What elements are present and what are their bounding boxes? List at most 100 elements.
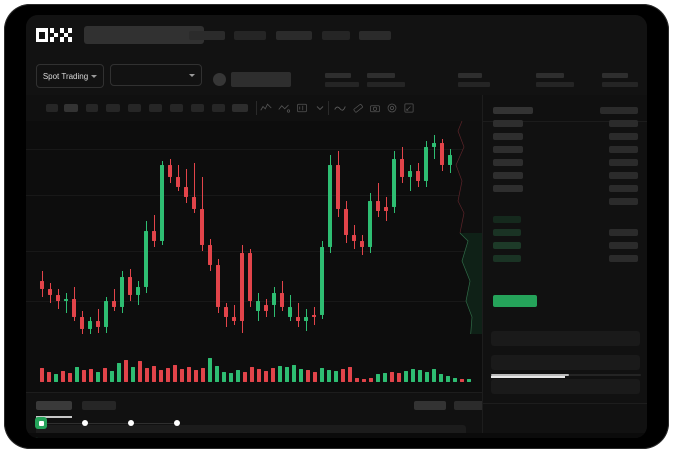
orderbook-ask-row[interactable] <box>493 107 533 114</box>
bottom-action-1[interactable] <box>414 401 446 410</box>
candlestick <box>224 121 229 334</box>
volume-bar <box>201 368 206 382</box>
global-search-input[interactable] <box>84 26 204 44</box>
orderbook-ask-row[interactable] <box>493 172 523 179</box>
orderbook-size-cell[interactable] <box>609 185 638 192</box>
okx-logo-icon[interactable] <box>36 28 76 42</box>
order-field-price[interactable] <box>491 331 640 346</box>
stepper-step-2[interactable] <box>82 419 88 426</box>
trading-pair-selector[interactable] <box>110 64 202 86</box>
volume-bar <box>138 361 143 382</box>
compare-icon[interactable] <box>278 102 290 114</box>
volume-chart[interactable] <box>26 334 482 392</box>
candle-body <box>408 171 413 177</box>
orderbook-panel: Buy Sell <box>482 95 647 438</box>
timeframe-button-9[interactable] <box>212 104 225 112</box>
stat-low <box>536 73 574 87</box>
volume-bar <box>397 373 402 382</box>
nav-item-4[interactable] <box>322 31 350 40</box>
chart-gridline <box>26 149 482 150</box>
orderbook-size-cell[interactable] <box>609 120 638 127</box>
candle-body <box>448 155 453 165</box>
orderbook-ask-row[interactable] <box>493 133 523 140</box>
orderbook-size-cell[interactable] <box>609 146 638 153</box>
bottom-tab-order-history[interactable] <box>82 401 116 410</box>
fullscreen-icon[interactable] <box>403 102 415 114</box>
candle-body <box>208 245 213 265</box>
bottom-tab-open-orders[interactable] <box>36 401 72 410</box>
candle-body <box>128 277 133 295</box>
orderbook-bid-row[interactable] <box>493 216 521 223</box>
timeframe-button-10[interactable] <box>232 104 248 112</box>
stat-last-price <box>325 73 359 87</box>
trading-mode-selector[interactable]: Spot Trading <box>36 64 104 88</box>
stepper-step-1[interactable] <box>36 418 46 428</box>
orderbook-ask-row[interactable] <box>493 120 523 127</box>
volume-bar <box>285 367 290 382</box>
candle-body <box>160 165 165 241</box>
orderbook-ask-row[interactable] <box>493 146 523 153</box>
candle-body <box>312 315 317 317</box>
volume-bar <box>82 370 87 382</box>
candle-body <box>64 299 69 301</box>
volume-bar <box>341 369 346 382</box>
volume-bar <box>229 373 234 382</box>
candlestick <box>104 121 109 334</box>
volume-bar <box>383 373 388 382</box>
timeframe-button-7[interactable] <box>170 104 183 112</box>
camera-icon[interactable] <box>369 102 381 114</box>
timeframe-button-8[interactable] <box>191 104 204 112</box>
volume-bar <box>390 372 395 382</box>
candlestick <box>56 121 61 334</box>
candlestick <box>392 121 397 334</box>
timeframe-button-2[interactable] <box>64 104 78 112</box>
candlestick <box>336 121 341 334</box>
timeframe-button-4[interactable] <box>106 104 120 112</box>
order-field-amount[interactable] <box>491 355 640 370</box>
bottom-action-2[interactable] <box>454 401 488 410</box>
timeframe-button-5[interactable] <box>128 104 141 112</box>
settings-icon[interactable] <box>386 102 398 114</box>
stepper-step-4[interactable] <box>174 419 180 426</box>
ruler-icon[interactable] <box>352 102 364 114</box>
volume-bar <box>376 374 381 382</box>
orderbook-bid-row[interactable] <box>493 242 521 249</box>
volume-bar <box>152 366 157 382</box>
chart-gridline <box>26 195 482 196</box>
orderbook-ask-row[interactable] <box>493 185 523 192</box>
candle-body <box>48 289 53 295</box>
orderbook-size-cell[interactable] <box>609 255 638 262</box>
orderbook-bid-row[interactable] <box>493 255 521 262</box>
orderbook-size-cell[interactable] <box>609 198 638 205</box>
candlestick <box>440 121 445 334</box>
timeframe-button-1[interactable] <box>46 104 58 112</box>
orderbook-size-cell[interactable] <box>609 229 638 236</box>
orderbook-size-cell[interactable] <box>609 172 638 179</box>
stepper-step-3[interactable] <box>128 419 134 426</box>
line-chart-icon[interactable] <box>334 102 346 114</box>
orderbook-size-cell[interactable] <box>600 107 638 114</box>
templates-icon[interactable] <box>296 102 308 114</box>
orderbook-size-cell[interactable] <box>609 133 638 140</box>
orderbook-size-cell[interactable] <box>609 159 638 166</box>
nav-item-1[interactable] <box>189 31 225 40</box>
nav-item-2[interactable] <box>234 31 266 40</box>
candle-wick <box>193 163 195 213</box>
nav-item-5[interactable] <box>359 31 391 40</box>
orderbook-size-cell[interactable] <box>609 242 638 249</box>
timeframe-button-6[interactable] <box>149 104 162 112</box>
indicator-icon[interactable] <box>260 102 272 114</box>
orderbook-bid-row[interactable] <box>493 229 521 236</box>
timeframe-button-3[interactable] <box>86 104 98 112</box>
pair-avatar <box>213 73 226 86</box>
candlestick <box>320 121 325 334</box>
chevron-down-icon[interactable] <box>314 102 326 114</box>
orderbook-scrollbar-thumb[interactable] <box>491 374 569 376</box>
candlestick-chart[interactable] <box>26 121 482 334</box>
candle-body <box>96 321 101 327</box>
candlestick <box>176 121 181 334</box>
order-field-total[interactable] <box>491 379 640 394</box>
nav-item-3[interactable] <box>276 31 312 40</box>
orderbook-ask-row[interactable] <box>493 159 523 166</box>
candlestick <box>304 121 309 334</box>
